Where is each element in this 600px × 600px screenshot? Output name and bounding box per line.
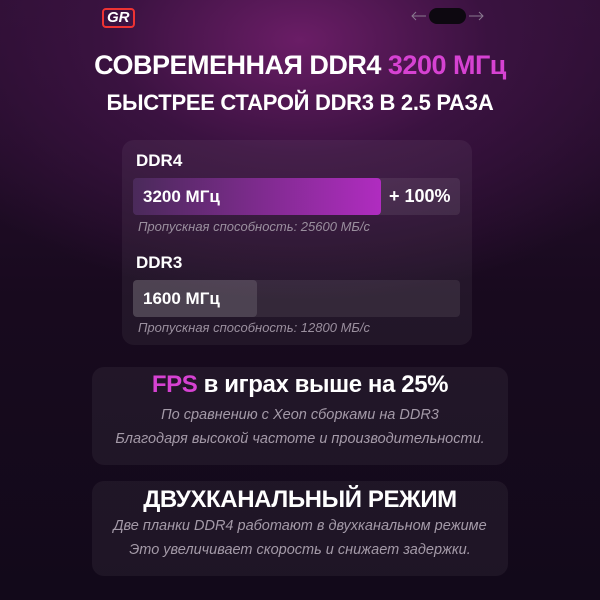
- bandwidth-note: Пропускная способность: 12800 МБ/с: [138, 320, 370, 335]
- dual-channel-heading: ДВУХКАНАЛЬНЫЙ РЕЖИМ: [143, 486, 457, 513]
- dual-channel-card: [92, 481, 508, 576]
- bar-fill: [133, 280, 257, 317]
- memory-name: DDR3: [136, 253, 183, 272]
- subtitle: БЫСТРЕЕ СТАРОЙ DDR3 В 2.5 РАЗА: [106, 90, 494, 115]
- fps-highlight: FPS: [151, 371, 198, 398]
- fps-line: По сравнению с Xeon сборками на DDR3: [161, 407, 439, 423]
- dual-channel-line: Это увеличивает скорость и снижает задер…: [129, 542, 471, 558]
- dual-channel-line: Две планки DDR4 работают в двухканальном…: [113, 518, 487, 534]
- bar-label: 1600 МГц: [143, 289, 220, 308]
- bar-track: 1600 МГц: [133, 280, 460, 317]
- bar-label: 3200 МГц: [143, 187, 220, 206]
- fps-card: [92, 367, 508, 465]
- comparison-card: [122, 140, 472, 345]
- gain-label: + 100%: [389, 186, 451, 206]
- fps-heading: FPS в играх выше на 25%: [92, 371, 508, 399]
- memory-name: DDR4: [136, 151, 183, 170]
- bar-fill: [133, 178, 381, 215]
- bandwidth-note: Пропускная способность: 25600 МБ/с: [138, 219, 370, 234]
- fps-line: Благодаря высокой частоте и производител…: [115, 431, 485, 447]
- carousel-nav: [411, 8, 484, 24]
- title-highlight: 3200 МГц: [387, 50, 506, 80]
- bar-track: 3200 МГц: [133, 178, 460, 215]
- title-text: СОВРЕМЕННАЯ DDR4: [94, 50, 381, 80]
- title: СОВРЕМЕННАЯ DDR4 3200 МГц: [0, 50, 600, 81]
- fps-heading-text: в играх выше на 25%: [203, 371, 449, 398]
- logo: GR: [102, 8, 135, 28]
